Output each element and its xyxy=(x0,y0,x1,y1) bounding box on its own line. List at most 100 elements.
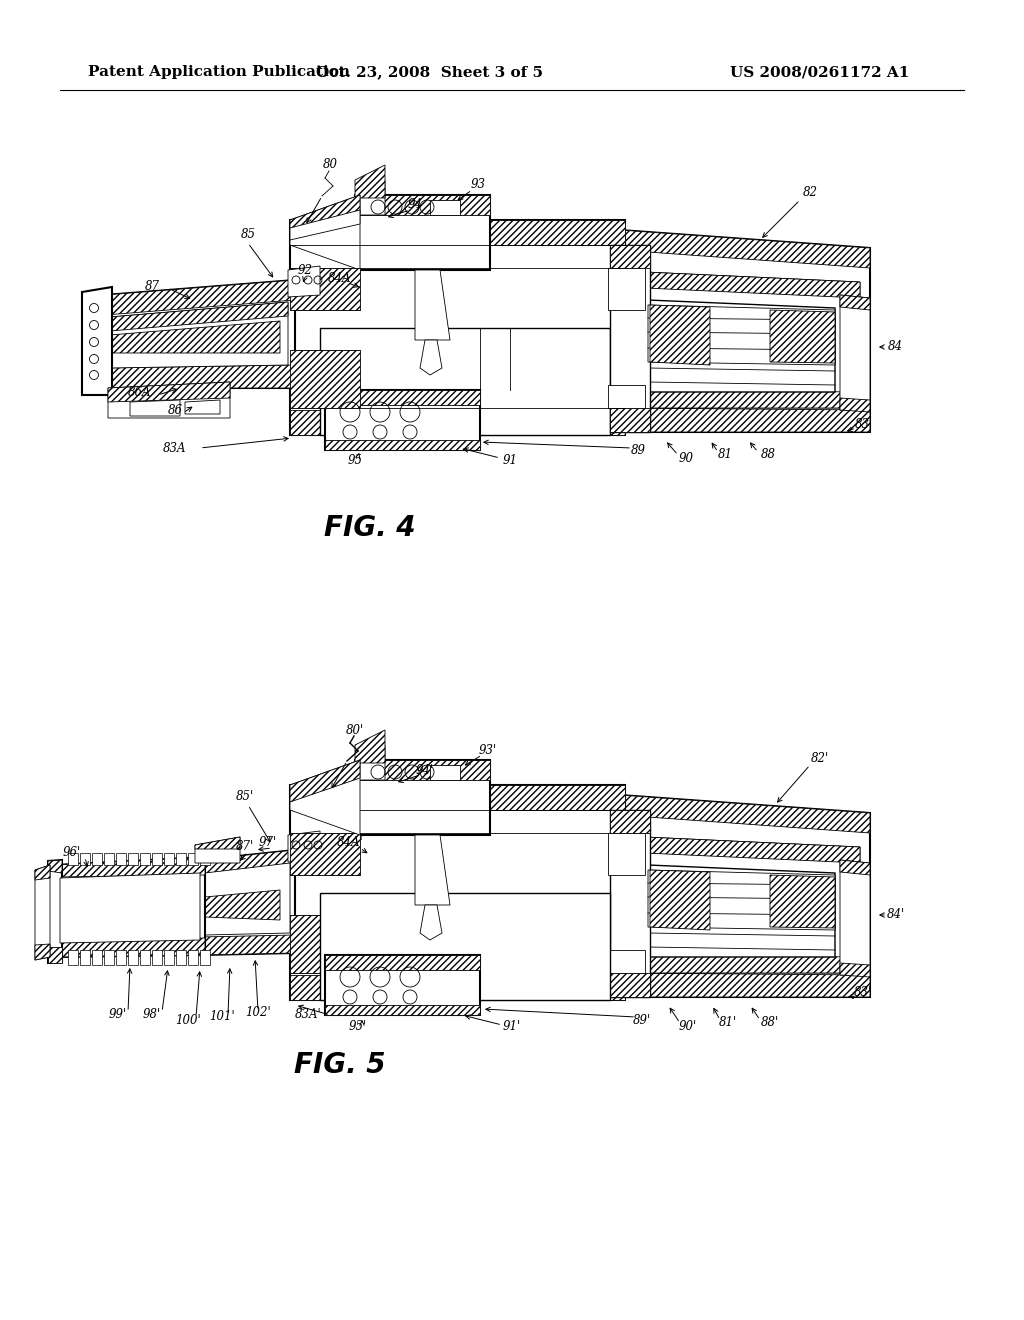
Text: 93': 93' xyxy=(479,743,497,756)
Text: 86A: 86A xyxy=(128,385,152,399)
Polygon shape xyxy=(60,873,200,942)
Polygon shape xyxy=(68,853,78,865)
Polygon shape xyxy=(164,950,174,965)
Text: 88: 88 xyxy=(761,449,775,462)
Text: 102': 102' xyxy=(245,1006,271,1019)
Polygon shape xyxy=(610,246,650,268)
Text: 84: 84 xyxy=(888,341,902,354)
Polygon shape xyxy=(290,195,360,271)
Polygon shape xyxy=(205,890,280,920)
Text: 92: 92 xyxy=(298,264,312,276)
Text: 101': 101' xyxy=(209,1011,234,1023)
Polygon shape xyxy=(355,760,490,780)
Polygon shape xyxy=(648,870,835,931)
Polygon shape xyxy=(35,865,50,880)
Text: 84A: 84A xyxy=(329,272,352,285)
Polygon shape xyxy=(319,327,610,436)
Polygon shape xyxy=(645,837,860,973)
Polygon shape xyxy=(325,1005,480,1015)
Polygon shape xyxy=(645,272,860,408)
Polygon shape xyxy=(108,381,230,418)
Polygon shape xyxy=(82,286,112,395)
Text: 95': 95' xyxy=(349,1020,368,1034)
Text: Patent Application Publication: Patent Application Publication xyxy=(88,65,350,79)
Polygon shape xyxy=(648,865,835,957)
Polygon shape xyxy=(55,939,205,957)
Polygon shape xyxy=(288,832,319,862)
Polygon shape xyxy=(290,915,360,973)
Polygon shape xyxy=(620,408,870,432)
Polygon shape xyxy=(290,210,360,240)
Polygon shape xyxy=(430,201,460,215)
Polygon shape xyxy=(200,850,295,875)
Polygon shape xyxy=(840,399,870,412)
Polygon shape xyxy=(68,950,78,965)
Text: US 2008/0261172 A1: US 2008/0261172 A1 xyxy=(730,65,909,79)
Polygon shape xyxy=(648,305,835,366)
Polygon shape xyxy=(130,400,180,416)
Text: 81: 81 xyxy=(718,449,732,462)
Text: 88': 88' xyxy=(761,1016,779,1030)
Polygon shape xyxy=(355,744,385,780)
Text: 87: 87 xyxy=(144,280,160,293)
Polygon shape xyxy=(355,195,490,215)
Polygon shape xyxy=(290,760,360,836)
Polygon shape xyxy=(116,950,126,965)
Polygon shape xyxy=(185,400,220,414)
Polygon shape xyxy=(128,853,138,865)
Polygon shape xyxy=(176,950,186,965)
Polygon shape xyxy=(620,230,870,268)
Polygon shape xyxy=(35,944,50,960)
Polygon shape xyxy=(80,950,90,965)
Polygon shape xyxy=(104,950,114,965)
Polygon shape xyxy=(325,440,480,450)
Polygon shape xyxy=(200,950,210,965)
Polygon shape xyxy=(105,280,295,388)
Polygon shape xyxy=(650,305,710,366)
Polygon shape xyxy=(188,853,198,865)
Polygon shape xyxy=(110,321,280,352)
Polygon shape xyxy=(620,230,870,432)
Text: 85: 85 xyxy=(241,228,256,242)
Text: 98': 98' xyxy=(143,1008,161,1022)
Text: 83: 83 xyxy=(854,418,869,432)
Polygon shape xyxy=(48,861,62,964)
Text: 90: 90 xyxy=(679,451,693,465)
Polygon shape xyxy=(80,853,90,865)
Polygon shape xyxy=(108,381,230,403)
Polygon shape xyxy=(610,810,650,997)
Text: 90': 90' xyxy=(679,1019,697,1032)
Polygon shape xyxy=(355,165,385,198)
Polygon shape xyxy=(325,954,480,1015)
Polygon shape xyxy=(290,833,360,875)
Text: Oct. 23, 2008  Sheet 3 of 5: Oct. 23, 2008 Sheet 3 of 5 xyxy=(316,65,544,79)
Text: 91: 91 xyxy=(503,454,517,466)
Polygon shape xyxy=(325,389,480,450)
Polygon shape xyxy=(608,950,645,973)
Text: 83': 83' xyxy=(854,986,872,999)
Text: 91': 91' xyxy=(503,1020,521,1034)
Polygon shape xyxy=(152,853,162,865)
Polygon shape xyxy=(620,795,870,997)
Polygon shape xyxy=(205,863,290,935)
Polygon shape xyxy=(48,946,62,964)
Polygon shape xyxy=(55,857,205,876)
Text: 81': 81' xyxy=(719,1016,737,1030)
Polygon shape xyxy=(195,837,240,849)
Polygon shape xyxy=(610,973,650,997)
Polygon shape xyxy=(608,385,645,408)
Polygon shape xyxy=(92,853,102,865)
Polygon shape xyxy=(55,857,205,957)
Polygon shape xyxy=(290,785,625,810)
Text: 82': 82' xyxy=(811,751,829,764)
Polygon shape xyxy=(608,268,645,310)
Polygon shape xyxy=(290,760,360,803)
Polygon shape xyxy=(128,950,138,965)
Polygon shape xyxy=(840,294,870,310)
Polygon shape xyxy=(610,246,650,432)
Polygon shape xyxy=(319,894,610,1001)
Polygon shape xyxy=(355,180,385,215)
Polygon shape xyxy=(645,837,860,863)
Polygon shape xyxy=(645,389,860,408)
Text: 94': 94' xyxy=(416,763,434,776)
